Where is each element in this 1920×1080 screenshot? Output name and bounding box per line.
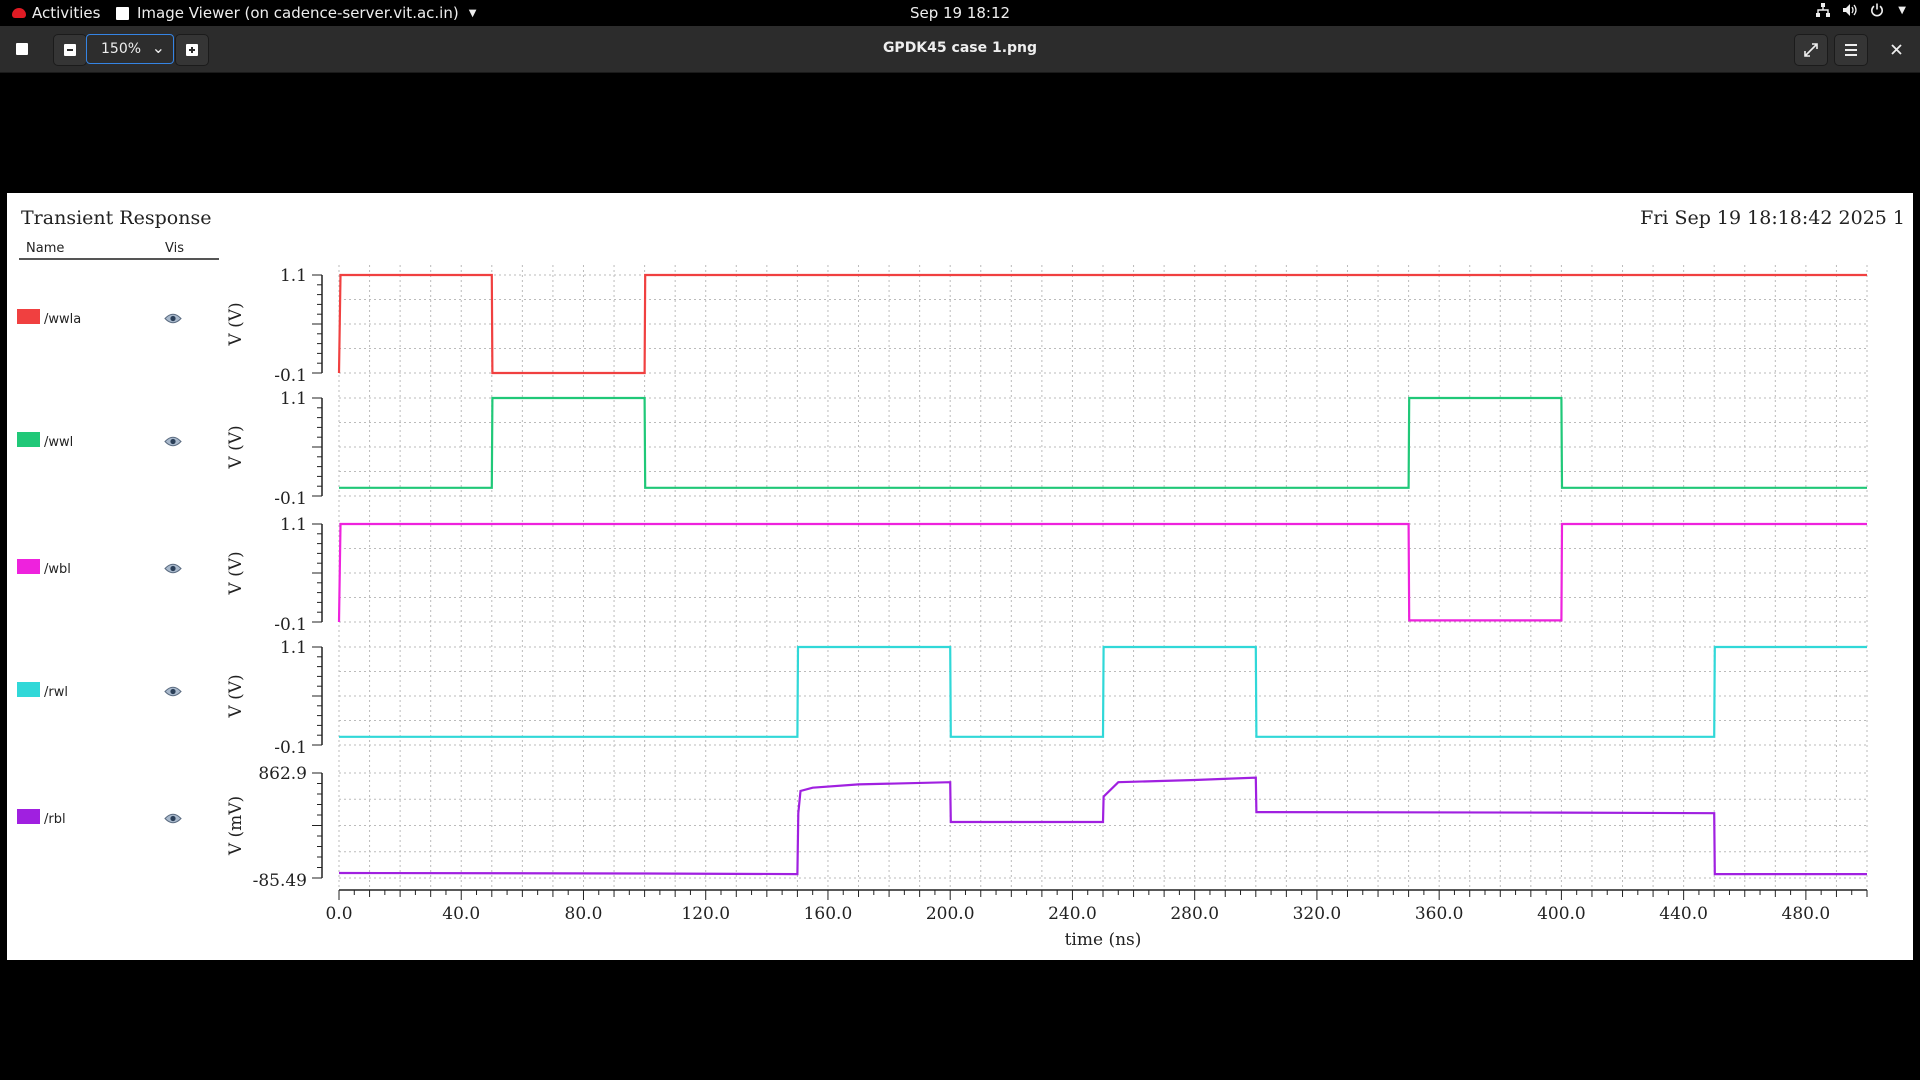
- close-icon: [1890, 43, 1902, 55]
- x-tick-label: 320.0: [1293, 904, 1342, 924]
- displayed-image[interactable]: Transient Response Fri Sep 19 18:18:42 2…: [7, 193, 1913, 960]
- legend-swatch: [17, 309, 40, 324]
- network-icon: [1816, 3, 1831, 17]
- legend-label: /wbl: [44, 562, 71, 577]
- legend-swatch: [17, 432, 40, 447]
- window-title: GPDK45 case 1.png: [882, 40, 1038, 56]
- y-axis-label: V (mV): [226, 796, 246, 856]
- clock[interactable]: Sep 19 18:12: [909, 4, 1011, 22]
- series-line-rbl: [338, 776, 1867, 876]
- system-top-bar: Activities Image Viewer (on cadence-serv…: [0, 0, 1920, 26]
- legend-label: /wwl: [44, 435, 74, 450]
- x-tick-label: 240.0: [1048, 904, 1097, 924]
- viewer-header-bar: 150% ⌄ GPDK45 case 1.png: [0, 26, 1920, 73]
- zoom-level-combo[interactable]: 150% ⌄: [86, 34, 174, 64]
- waveform-plot: 1.1 -0.1 V (V) 1.1 -0.1 V (V) 1.1 -0.1 V (V) 1.1 -…: [226, 265, 1868, 950]
- y-tick-label: -0.1: [274, 738, 307, 758]
- y-axis-label: V (V): [226, 674, 246, 718]
- legend-label: /rbl: [44, 812, 66, 827]
- system-menu-caret-icon: ▼: [1898, 4, 1906, 16]
- y-tick-label: 1.1: [280, 515, 307, 535]
- series-line-rwl: [339, 645, 1867, 738]
- y-tick-label: -85.49: [253, 871, 307, 891]
- x-axis-label: time (ns): [1065, 930, 1142, 950]
- legend-swatch: [17, 682, 40, 697]
- x-tick-label: 40.0: [442, 904, 480, 924]
- y-tick-label: -0.1: [274, 366, 307, 386]
- redhat-logo-icon: [12, 8, 26, 18]
- x-tick-label: 160.0: [804, 904, 853, 924]
- visibility-eye-icon: [164, 313, 182, 324]
- fullscreen-icon: [1804, 43, 1818, 57]
- activities-button[interactable]: Activities: [12, 4, 100, 22]
- zoom-in-icon: [186, 44, 198, 56]
- zoom-out-button[interactable]: [53, 34, 87, 66]
- y-tick-label: 862.9: [258, 764, 307, 784]
- close-window-button[interactable]: [1880, 34, 1912, 64]
- power-icon: [1871, 3, 1884, 17]
- x-tick-label: 80.0: [565, 904, 603, 924]
- visibility-eye-icon: [164, 813, 182, 824]
- y-tick-label: -0.1: [274, 615, 307, 635]
- volume-icon: [1843, 4, 1857, 16]
- plot-timestamp: Fri Sep 19 18:18:42 2025 1: [1640, 207, 1905, 229]
- app-menu-caret-icon: ▼: [468, 7, 477, 19]
- y-tick-label: 1.1: [280, 266, 307, 286]
- y-axis-label: V (V): [226, 425, 246, 469]
- sidebar-icon: [16, 43, 28, 55]
- legend-label: /rwl: [44, 685, 68, 700]
- x-tick-label: 120.0: [681, 904, 730, 924]
- x-tick-label: 400.0: [1537, 904, 1586, 924]
- legend-swatch: [17, 809, 40, 824]
- fullscreen-button[interactable]: [1794, 34, 1828, 66]
- visibility-eye-icon: [164, 436, 182, 447]
- app-menu[interactable]: Image Viewer (on cadence-server.vit.ac.i…: [116, 4, 476, 22]
- legend-swatch: [17, 559, 40, 574]
- x-tick-label: 440.0: [1659, 904, 1708, 924]
- chevron-down-icon[interactable]: ⌄: [151, 38, 165, 57]
- series-line-wbl: [337, 522, 1867, 623]
- x-tick-label: 360.0: [1415, 904, 1464, 924]
- zoom-out-icon: [64, 44, 76, 56]
- zoom-level-value: 150%: [101, 41, 142, 57]
- sidebar-toggle-button[interactable]: [6, 34, 38, 64]
- legend-vis-header: Vis: [165, 241, 184, 256]
- legend-name-header: Name: [26, 241, 65, 256]
- visibility-eye-icon: [164, 563, 182, 574]
- system-tray[interactable]: ▼: [1816, 3, 1906, 17]
- legend-label: /wwla: [44, 312, 82, 327]
- hamburger-menu-icon: [1845, 44, 1857, 56]
- y-tick-label: 1.1: [280, 638, 307, 658]
- y-axis-label: V (V): [226, 302, 246, 346]
- plot-title: Transient Response: [21, 207, 212, 229]
- legend-header: Name Vis: [19, 241, 219, 260]
- image-viewer-app-icon: [116, 6, 129, 20]
- main-menu-button[interactable]: [1834, 34, 1868, 66]
- app-menu-label: Image Viewer (on cadence-server.vit.ac.i…: [137, 4, 459, 22]
- y-axis-label: V (V): [226, 551, 246, 595]
- zoom-in-button[interactable]: [175, 34, 209, 66]
- x-tick-label: 0.0: [325, 904, 352, 924]
- x-tick-label: 200.0: [926, 904, 975, 924]
- activities-label: Activities: [32, 4, 101, 22]
- y-tick-label: -0.1: [274, 489, 307, 509]
- series-line-wwla: [337, 273, 1867, 375]
- visibility-eye-icon: [164, 686, 182, 697]
- x-tick-label: 280.0: [1170, 904, 1219, 924]
- y-tick-label: 1.1: [280, 389, 307, 409]
- series-line-wwl: [339, 396, 1867, 489]
- x-tick-label: 480.0: [1782, 904, 1831, 924]
